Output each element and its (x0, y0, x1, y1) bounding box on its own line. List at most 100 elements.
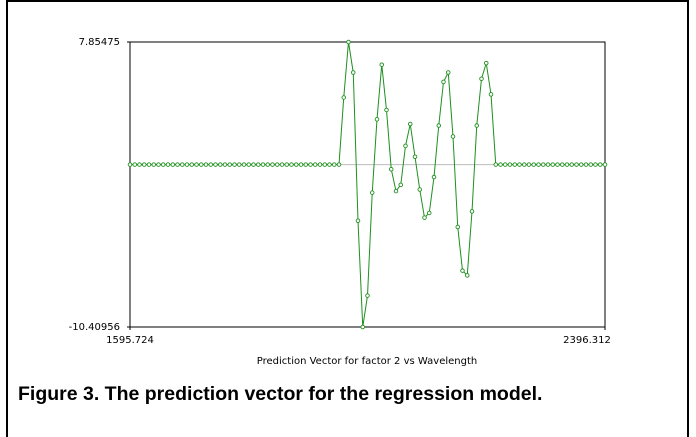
point (213, 162, 218, 167)
point (156, 162, 161, 167)
point (446, 70, 451, 75)
point (484, 60, 489, 66)
y-tick-label: -10.40956 (69, 322, 120, 333)
point (246, 162, 251, 167)
caption: Figure 3. The prediction vector for the … (18, 383, 543, 405)
point (255, 162, 261, 167)
point (232, 162, 237, 167)
point (436, 123, 442, 128)
point (279, 162, 285, 167)
point (251, 162, 256, 167)
point (569, 162, 574, 167)
point (588, 162, 593, 167)
point (317, 162, 323, 167)
point (512, 162, 517, 167)
point (412, 154, 418, 160)
point (350, 70, 356, 75)
point (474, 123, 479, 128)
point (284, 162, 290, 167)
point (498, 162, 503, 167)
point (165, 162, 171, 167)
x-axis-label: Prediction Vector for factor 2 vs Wavele… (257, 356, 477, 367)
point (507, 162, 513, 167)
point (574, 162, 579, 167)
point (479, 76, 484, 81)
point (536, 162, 541, 167)
point (460, 268, 465, 273)
point (369, 190, 375, 195)
point (312, 162, 318, 167)
point (464, 273, 470, 278)
point (303, 162, 308, 167)
point (336, 162, 342, 167)
point (560, 162, 565, 167)
point (545, 162, 551, 167)
point (189, 162, 194, 167)
point (203, 162, 209, 167)
point (379, 62, 385, 67)
y-tick-label: 7.85475 (79, 37, 120, 48)
point (184, 162, 190, 167)
point (550, 162, 556, 167)
point (407, 121, 413, 127)
point (327, 162, 332, 167)
point (298, 162, 304, 167)
point (294, 162, 299, 167)
point (275, 162, 280, 167)
point (241, 162, 247, 167)
point (493, 162, 499, 167)
point (227, 162, 233, 167)
point (426, 210, 432, 216)
point (541, 162, 546, 167)
point (289, 162, 294, 167)
point (469, 209, 475, 214)
point (431, 174, 437, 180)
point (355, 218, 361, 223)
point (598, 162, 603, 167)
point (583, 162, 589, 167)
point (450, 134, 456, 139)
point (602, 162, 608, 167)
point (360, 324, 365, 330)
point (517, 162, 522, 167)
point (127, 162, 133, 167)
point (218, 162, 223, 167)
point (265, 162, 270, 167)
point (180, 162, 185, 167)
point (503, 162, 508, 167)
point (398, 182, 404, 188)
point (208, 162, 213, 167)
point (137, 162, 142, 167)
point (341, 95, 347, 100)
point (593, 162, 598, 167)
point (389, 166, 394, 172)
point (141, 162, 147, 167)
point (417, 187, 422, 192)
x-tick-label: 2396.312 (563, 335, 611, 346)
point (564, 162, 570, 167)
point (170, 162, 176, 167)
point (346, 39, 351, 45)
point (521, 162, 527, 167)
point (578, 162, 584, 167)
point (161, 162, 166, 167)
point (393, 188, 399, 194)
point (237, 162, 242, 167)
plot-area (129, 41, 606, 328)
point (422, 215, 427, 220)
point (441, 79, 446, 85)
point (365, 293, 370, 298)
point (374, 117, 380, 122)
point (132, 162, 138, 167)
point (531, 162, 536, 167)
point (555, 162, 560, 167)
point (526, 162, 532, 167)
point (151, 162, 156, 167)
point (308, 162, 313, 167)
point (384, 107, 389, 113)
point (332, 162, 337, 167)
point (175, 162, 180, 167)
point (270, 162, 275, 167)
point (488, 92, 494, 97)
